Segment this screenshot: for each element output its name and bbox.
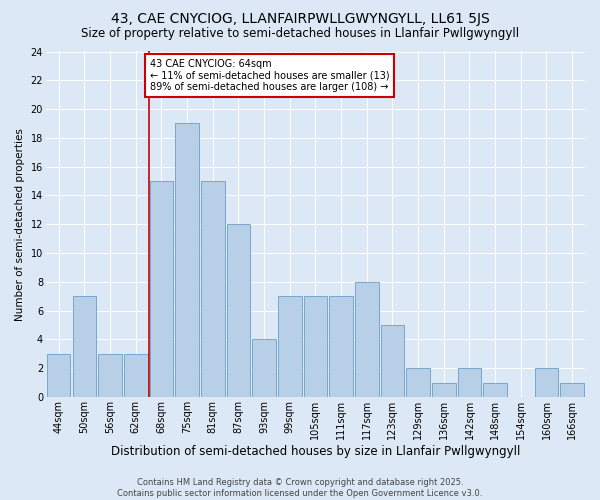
Bar xyxy=(47,354,70,397)
Text: Size of property relative to semi-detached houses in Llanfair Pwllgwyngyll: Size of property relative to semi-detach… xyxy=(81,28,519,40)
Bar xyxy=(98,354,122,397)
Bar xyxy=(252,340,276,397)
Bar xyxy=(329,296,353,397)
Text: 43 CAE CNYCIOG: 64sqm
← 11% of semi-detached houses are smaller (13)
89% of semi: 43 CAE CNYCIOG: 64sqm ← 11% of semi-deta… xyxy=(150,58,389,92)
Text: Contains HM Land Registry data © Crown copyright and database right 2025.
Contai: Contains HM Land Registry data © Crown c… xyxy=(118,478,482,498)
Bar xyxy=(484,382,507,397)
Text: 43, CAE CNYCIOG, LLANFAIRPWLLGWYNGYLL, LL61 5JS: 43, CAE CNYCIOG, LLANFAIRPWLLGWYNGYLL, L… xyxy=(110,12,490,26)
Bar xyxy=(535,368,558,397)
Bar xyxy=(560,382,584,397)
Bar xyxy=(278,296,302,397)
Bar xyxy=(227,224,250,397)
Bar xyxy=(201,181,224,397)
Bar xyxy=(355,282,379,397)
Bar xyxy=(432,382,455,397)
Y-axis label: Number of semi-detached properties: Number of semi-detached properties xyxy=(15,128,25,320)
Bar xyxy=(149,181,173,397)
Bar xyxy=(73,296,96,397)
Bar xyxy=(124,354,148,397)
X-axis label: Distribution of semi-detached houses by size in Llanfair Pwllgwyngyll: Distribution of semi-detached houses by … xyxy=(111,444,520,458)
Bar xyxy=(406,368,430,397)
Bar xyxy=(380,325,404,397)
Bar xyxy=(458,368,481,397)
Bar xyxy=(175,124,199,397)
Bar xyxy=(304,296,327,397)
